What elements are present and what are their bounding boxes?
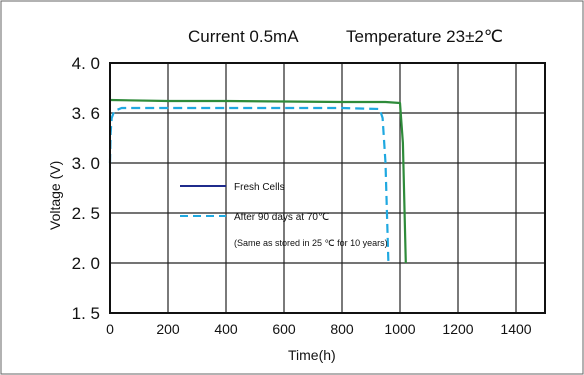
x-tick-label: 0 — [106, 321, 114, 337]
legend: Fresh Cells After 90 days at 70℃ (Same a… — [180, 182, 388, 248]
y-tick-label: 2. 5 — [72, 204, 100, 223]
x-tick-label: 1400 — [500, 321, 531, 337]
y-tick-label: 3. 0 — [72, 154, 100, 173]
x-tick-label: 1200 — [442, 321, 473, 337]
series-line-fresh-cells — [109, 98, 407, 264]
y-tick-label: 1. 5 — [72, 304, 100, 323]
plot-frame — [109, 62, 546, 314]
x-axis-title: Time(h) — [288, 347, 336, 363]
temperature-text: Temperature 23±2℃ — [346, 27, 503, 46]
x-tick-label: 400 — [214, 321, 238, 337]
x-tick-label: 600 — [272, 321, 296, 337]
current-text: Current 0.5mA — [188, 27, 299, 46]
y-tick-label: 3. 6 — [72, 104, 100, 123]
x-tick-label: 800 — [330, 321, 354, 337]
x-tick-label: 1000 — [384, 321, 415, 337]
legend-note: (Same as stored in 25 ℃ for 10 years) — [234, 238, 388, 248]
y-tick-label: 4. 0 — [72, 54, 100, 73]
legend-label-fresh: Fresh Cells — [234, 182, 285, 193]
y-axis-title: Voltage (V) — [47, 161, 63, 230]
tick-labels: 0 200 400 600 800 1000 1200 1400 4. 0 3. 6 3. 0 2. … — [72, 54, 532, 337]
legend-label-aged: After 90 days at 70℃ — [234, 212, 329, 223]
series-line-after-90-days — [108, 106, 390, 264]
x-tick-label: 200 — [156, 321, 180, 337]
y-tick-label: 2. 0 — [72, 254, 100, 273]
series-layer — [108, 98, 407, 264]
